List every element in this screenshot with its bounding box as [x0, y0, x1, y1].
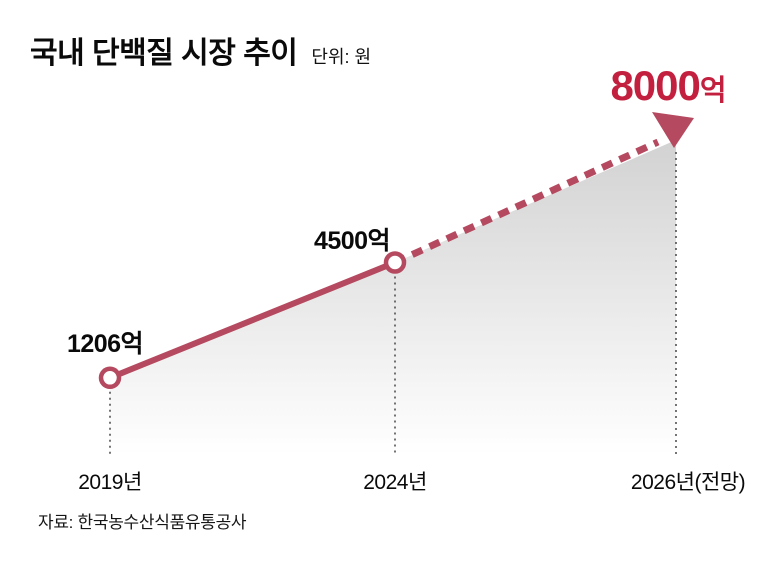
data-point-marker-2019년 [98, 366, 122, 390]
data-point-marker-2024년 [383, 251, 407, 274]
forecast-number: 8000 [610, 62, 700, 109]
arrowhead-icon [652, 112, 694, 148]
value-label-2019: 1206억 [66, 330, 144, 358]
x-axis-label-2024: 2024년 [363, 471, 427, 494]
value-label-2024: 4500억 [313, 227, 391, 255]
source-credit: 자료: 한국농수산식품유통공사 [38, 513, 247, 532]
x-axis-label-2026: 2026년(전망) [630, 471, 746, 494]
area-fill [110, 140, 676, 455]
trend-line-forecast [393, 138, 660, 266]
title-row: 국내 단백질 시장 추이 단위: 원 [30, 28, 371, 72]
unit-label: 단위: 원 [311, 47, 372, 67]
trend-line-actual [108, 259, 397, 381]
value-label-2026-forecast: 8000억 [610, 62, 727, 110]
forecast-unit-suffix: 억 [699, 75, 727, 107]
page-title: 국내 단백질 시장 추이 [30, 37, 298, 70]
x-axis-label-2019: 2019년 [78, 471, 142, 494]
